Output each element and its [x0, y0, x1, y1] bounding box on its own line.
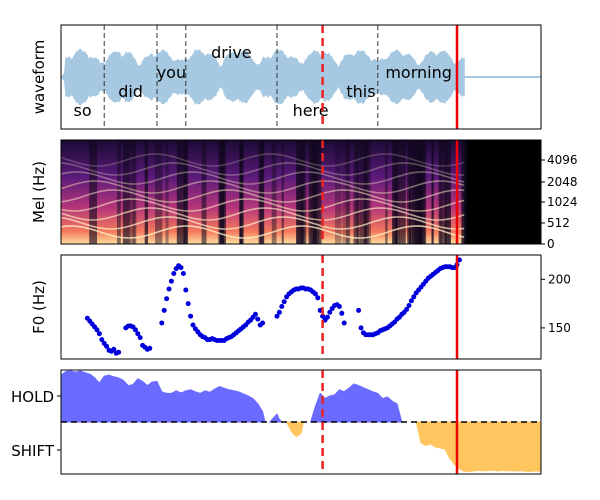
- mel-gap: [407, 140, 413, 244]
- f0-point: [315, 295, 320, 300]
- mel-ytick-label: 4096: [547, 153, 578, 167]
- mel-gap: [296, 140, 303, 244]
- f0-ytick-label: 200: [548, 272, 571, 286]
- word-label: morning: [385, 63, 452, 82]
- hold-area: [311, 384, 402, 422]
- f0-scatter-points: [85, 257, 462, 355]
- f0-point: [282, 299, 287, 304]
- f0-point: [171, 271, 176, 276]
- mel-ytick-label: 512: [547, 216, 570, 230]
- word-label: drive: [211, 43, 252, 62]
- f0-point: [164, 296, 169, 301]
- f0-point: [255, 317, 260, 322]
- f0-point: [188, 314, 193, 319]
- f0-point: [159, 321, 164, 326]
- waveform-ylabel: waveform: [30, 40, 48, 115]
- mel-ytick-label: 2048: [547, 175, 578, 189]
- hold-area: [61, 371, 265, 422]
- f0-point: [279, 304, 284, 309]
- f0-point: [407, 303, 412, 308]
- mel-gap: [364, 140, 369, 244]
- f0-point: [169, 279, 174, 284]
- f0-ylabel: F0 (Hz): [30, 280, 48, 334]
- turn-panel: HOLD SHIFT: [11, 370, 541, 474]
- f0-panel: 150 200 F0 (Hz): [30, 255, 571, 359]
- mel-gap: [184, 140, 188, 244]
- f0-point: [116, 350, 121, 355]
- shift-area: [287, 422, 304, 437]
- word-label: so: [74, 101, 92, 120]
- f0-axes-frame: [61, 255, 541, 359]
- turn-yticks: HOLD SHIFT: [11, 388, 61, 460]
- word-label: this: [346, 82, 375, 101]
- mel-yticks: 0 512 1024 2048 4096: [541, 153, 578, 251]
- shift-area: [416, 422, 541, 471]
- mel-gap: [419, 140, 423, 244]
- f0-point: [167, 287, 172, 292]
- f0-point: [356, 308, 361, 313]
- mel-spectrogram-image: [61, 140, 467, 244]
- f0-point: [359, 325, 364, 330]
- f0-point: [181, 271, 186, 276]
- mel-ytick-label: 0: [547, 237, 555, 251]
- hold-area: [270, 414, 282, 422]
- f0-point: [162, 308, 167, 313]
- f0-point: [337, 304, 342, 309]
- mel-gap: [177, 140, 185, 244]
- mel-gap: [385, 140, 388, 244]
- f0-point: [260, 321, 265, 326]
- f0-point: [325, 315, 330, 320]
- f0-yticks: 150 200: [541, 272, 571, 335]
- mel-panel: 0 512 1024 2048 4096 Mel (Hz): [30, 140, 578, 251]
- f0-point: [339, 311, 344, 316]
- f0-point: [253, 312, 258, 317]
- f0-ytick-label: 150: [548, 321, 571, 335]
- turn-ytick-label: HOLD: [11, 388, 54, 406]
- mel-ytick-label: 1024: [547, 195, 578, 209]
- turn-ytick-label: SHIFT: [11, 442, 55, 460]
- f0-point: [138, 335, 143, 340]
- f0-point: [183, 288, 188, 293]
- f0-point: [342, 321, 347, 326]
- waveform-panel: so didyou drive here this morning waveform: [30, 25, 541, 129]
- f0-point: [147, 346, 152, 351]
- f0-point: [277, 310, 282, 315]
- word-label: you: [157, 63, 186, 82]
- f0-point: [97, 331, 102, 336]
- word-label: did: [118, 82, 143, 101]
- mel-ylabel: Mel (Hz): [30, 161, 48, 223]
- f0-point: [179, 265, 184, 270]
- f0-point: [186, 301, 191, 306]
